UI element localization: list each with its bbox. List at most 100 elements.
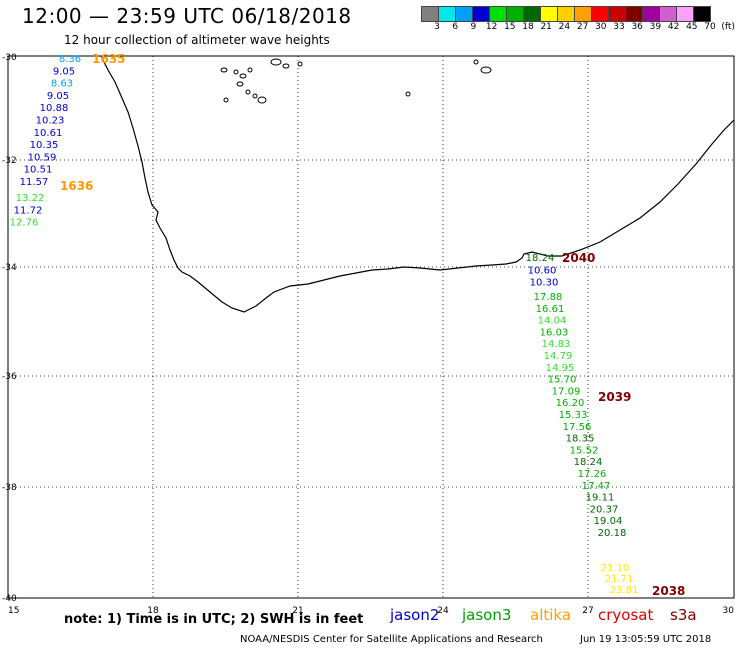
island xyxy=(297,61,303,67)
wave-height-value: 11.57 xyxy=(20,177,49,188)
island xyxy=(282,63,290,69)
lat-tick-label: -34 xyxy=(2,263,17,273)
wave-height-value: 11.72 xyxy=(14,205,43,216)
island xyxy=(233,69,239,75)
wave-height-value: 10.51 xyxy=(24,165,53,176)
wave-height-value: 10.30 xyxy=(530,278,559,289)
wave-height-value: 17.88 xyxy=(534,292,563,303)
map-title: 12:00 — 23:59 UTC 06/18/2018 xyxy=(22,4,352,28)
wave-height-value: 9.05 xyxy=(53,66,75,77)
wave-height-value: 14.83 xyxy=(542,339,571,350)
wave-height-value: 16.61 xyxy=(536,304,565,315)
wave-height-value: 10.35 xyxy=(30,140,59,151)
scale-label: 45 xyxy=(686,22,698,32)
map-frame xyxy=(7,55,735,599)
axis-tick-labels: 15 18 21 24 27 30 -30 -32 -34 -36 -38 -40 xyxy=(2,53,734,616)
lon-tick-label: 24 xyxy=(437,606,449,616)
wave-height-value: 10.61 xyxy=(34,128,63,139)
legend-altika: altika xyxy=(530,606,572,624)
wave-height-value: 17.47 xyxy=(582,481,611,492)
legend-s3a: s3a xyxy=(670,606,697,624)
scale-swatch xyxy=(693,6,711,22)
island xyxy=(252,93,258,99)
island xyxy=(480,66,492,74)
south-africa-coastline xyxy=(100,55,735,313)
scale-label: 9 xyxy=(470,22,477,32)
scale-label: 33 xyxy=(613,22,625,32)
island xyxy=(245,89,251,95)
wave-height-value: 23.81 xyxy=(610,585,639,596)
wave-height-value: 19.11 xyxy=(586,493,615,504)
wave-height-value: 21.71 xyxy=(605,574,634,585)
lon-tick-label: 18 xyxy=(147,606,159,616)
legend-cryosat: cryosat xyxy=(598,606,654,624)
wave-height-value: 16.03 xyxy=(540,327,569,338)
wave-height-value: 15.33 xyxy=(559,410,588,421)
wave-height-value: 10.59 xyxy=(28,152,57,163)
footnote: note: 1) Time is in UTC; 2) SWH is in fe… xyxy=(64,612,364,627)
scale-label: 12 xyxy=(485,22,498,32)
coastline xyxy=(100,55,735,313)
wave-height-value: 14.04 xyxy=(538,316,567,327)
wave-height-value: 10.88 xyxy=(40,103,69,114)
wave-height-value: 12.76 xyxy=(10,218,39,229)
pass-time-label: 1635 xyxy=(92,52,125,66)
wave-height-value: 18.24 xyxy=(574,457,603,468)
lat-tick-label: -38 xyxy=(2,483,17,493)
scale-label: 24 xyxy=(558,22,571,32)
wave-height-value: 15.52 xyxy=(570,445,599,456)
lat-tick-label: -30 xyxy=(2,53,17,63)
wave-height-value: 19.04 xyxy=(594,516,623,527)
lat-tick-label: -40 xyxy=(2,594,17,604)
island xyxy=(247,67,253,73)
wave-height-value: 17.09 xyxy=(552,386,581,397)
island xyxy=(239,73,247,79)
wave-height-value: 20.18 xyxy=(598,528,627,539)
lon-tick-label: 15 xyxy=(8,606,19,616)
wave-height-value: 10.23 xyxy=(36,116,65,127)
scale-label: (ft) xyxy=(721,22,735,32)
wave-height-value: 10.60 xyxy=(528,265,557,276)
scale-label: 27 xyxy=(576,22,589,32)
scale-label: 42 xyxy=(667,22,680,32)
scale-label: 3 xyxy=(434,22,440,32)
wave-height-value: 18.24 xyxy=(526,253,555,264)
wave-height-value: 13.22 xyxy=(16,193,45,204)
legend-jason3: jason3 xyxy=(462,606,512,624)
generated-timestamp: Jun 19 13:05:59 UTC 2018 xyxy=(580,634,712,645)
pass-time-label: 1636 xyxy=(60,179,93,193)
island xyxy=(220,67,228,73)
lon-tick-label: 30 xyxy=(723,606,735,616)
map-border xyxy=(7,55,735,599)
scale-label: 15 xyxy=(504,22,516,32)
wave-height-value: 14.95 xyxy=(546,363,575,374)
lat-tick-label: -36 xyxy=(2,372,17,382)
pass-time-label: 2038 xyxy=(652,584,685,598)
scale-label: 18 xyxy=(522,22,534,32)
wave-height-value: 16.20 xyxy=(556,398,585,409)
scale-label: 21 xyxy=(540,22,552,32)
wave-height-value: 15.70 xyxy=(548,375,577,386)
island xyxy=(270,58,282,66)
legend-jason2: jason2 xyxy=(390,606,440,624)
credit-line: NOAA/NESDIS Center for Satellite Applica… xyxy=(240,634,543,645)
color-scale xyxy=(421,6,711,22)
lon-tick-label: 21 xyxy=(292,606,303,616)
wave-height-value: 21.10 xyxy=(601,563,630,574)
pass-time-label: 2039 xyxy=(598,390,631,404)
pass-time-label: 2040 xyxy=(562,251,595,265)
wave-height-value: 20.37 xyxy=(590,504,619,515)
island xyxy=(405,91,411,97)
color-scale-labels: 3 6 9 12 15 18 21 24 27 30 33 36 39 42 45 70 (ft) xyxy=(422,22,740,34)
wave-height-values: 8.369.058.639.0510.8810.2310.6110.3510.5… xyxy=(10,52,686,598)
island xyxy=(257,96,267,104)
island xyxy=(223,97,229,103)
scale-label: 39 xyxy=(649,22,662,32)
island xyxy=(473,59,479,65)
wave-height-value: 14.79 xyxy=(544,351,573,362)
wave-height-value: 18.35 xyxy=(566,434,595,445)
scale-label: 30 xyxy=(595,22,607,32)
wave-height-value: 17.26 xyxy=(578,469,607,480)
map-subtitle: 12 hour collection of altimeter wave hei… xyxy=(64,33,330,47)
